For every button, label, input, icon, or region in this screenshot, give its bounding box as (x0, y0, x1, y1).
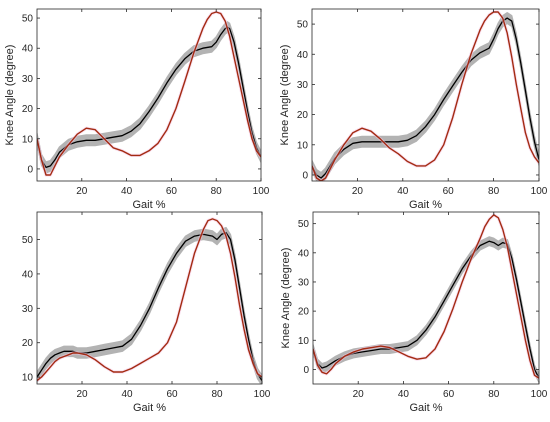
x-tick-label: 60 (166, 186, 178, 197)
y-tick-label: 50 (298, 219, 310, 230)
y-tick-label: 10 (22, 134, 34, 145)
y-tick-label: 10 (298, 336, 310, 347)
y-tick-label: 20 (22, 338, 34, 349)
x-tick-label: 100 (531, 186, 548, 197)
std-band (37, 226, 262, 384)
std-band (313, 236, 539, 384)
axes-frame (312, 211, 540, 385)
y-axis-label: Knee Angle (degree) (280, 248, 292, 349)
x-tick-label: 40 (121, 186, 133, 197)
mean-curve (37, 231, 262, 381)
std-band (312, 12, 539, 181)
y-axis-label: Knee Angle (degree) (4, 45, 16, 146)
x-tick-label: 60 (443, 389, 455, 400)
measured-curve-halo (312, 10, 539, 181)
x-tick-label: 80 (488, 186, 500, 197)
y-tick-label: 10 (297, 140, 309, 151)
x-tick-label: 20 (76, 389, 88, 400)
x-axis-label: Gait % (409, 199, 442, 211)
x-tick-label: 40 (398, 389, 410, 400)
x-tick-label: 60 (443, 186, 455, 197)
axes-frame (36, 8, 262, 182)
y-tick-label: 10 (22, 373, 34, 384)
x-tick-label: 80 (211, 186, 223, 197)
y-tick-label: 30 (298, 277, 310, 288)
x-tick-label: 80 (211, 389, 223, 400)
y-tick-label: 40 (22, 44, 34, 55)
x-tick-label: 80 (488, 389, 500, 400)
x-tick-label: 100 (253, 186, 270, 197)
axes-frame (36, 211, 263, 385)
measured-curve (37, 11, 261, 176)
x-tick-label: 100 (531, 389, 548, 400)
y-tick-label: 30 (22, 304, 34, 315)
y-tick-label: 20 (22, 104, 34, 115)
x-axis-label: Gait % (409, 402, 442, 414)
mean-curve (312, 17, 539, 179)
x-axis-label: Gait % (132, 199, 165, 211)
plot-area (312, 10, 539, 181)
y-tick-label: 30 (22, 74, 34, 85)
plot-area (37, 217, 262, 384)
axes-frame (311, 8, 540, 182)
y-tick-label: 0 (302, 170, 308, 181)
knee-angle-panel-1: 20 40 60 80 100 0 10 20 30 40 50 Gait % Knee Angle (… (4, 8, 270, 211)
knee-angle-panel-3: 20 40 60 80 100 10 20 30 40 50 Gait % (22, 211, 271, 414)
y-tick-label: 0 (303, 365, 309, 376)
measured-curve (313, 214, 539, 379)
x-axis-label: Gait % (133, 402, 166, 414)
knee-angle-panel-2: 20 40 60 80 100 0 10 20 30 40 50 Gait % Knee Angle (… (279, 8, 548, 211)
x-tick-label: 20 (76, 186, 88, 197)
y-tick-label: 50 (22, 14, 34, 25)
measured-curve (37, 218, 262, 382)
y-tick-label: 50 (22, 235, 34, 246)
y-tick-label: 40 (298, 248, 310, 259)
y-tick-label: 20 (297, 110, 309, 121)
y-tick-label: 50 (297, 20, 309, 31)
x-tick-label: 20 (352, 186, 364, 197)
x-tick-label: 20 (353, 389, 365, 400)
y-tick-label: 40 (297, 50, 309, 61)
y-tick-label: 0 (27, 164, 33, 175)
measured-curve (312, 11, 539, 181)
y-axis-label: Knee Angle (degree) (279, 45, 291, 146)
x-tick-label: 100 (254, 389, 271, 400)
y-tick-label: 30 (297, 80, 309, 91)
y-tick-label: 20 (298, 307, 310, 318)
x-tick-label: 60 (166, 389, 178, 400)
y-tick-label: 40 (22, 269, 34, 280)
x-tick-label: 40 (121, 389, 133, 400)
plot-area (37, 10, 261, 177)
knee-angle-panel-4: 20 40 60 80 100 0 10 20 30 40 50 Gait % Knee Angle (… (280, 211, 548, 414)
x-tick-label: 40 (397, 186, 409, 197)
plot-area (313, 213, 539, 384)
